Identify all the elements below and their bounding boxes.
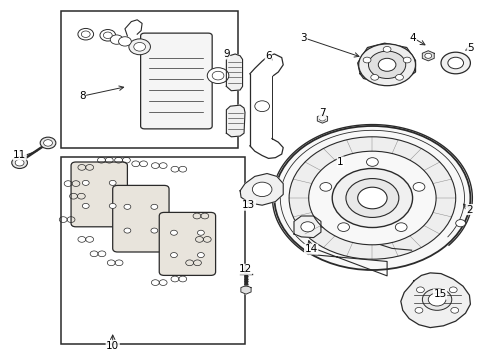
Circle shape (151, 228, 158, 233)
Polygon shape (240, 174, 283, 205)
Circle shape (207, 68, 229, 84)
Text: 7: 7 (319, 108, 326, 118)
Text: 8: 8 (79, 91, 86, 101)
Circle shape (395, 75, 403, 80)
Circle shape (456, 220, 466, 227)
Polygon shape (294, 216, 321, 238)
Circle shape (359, 44, 416, 86)
Circle shape (197, 253, 204, 258)
Circle shape (44, 140, 52, 146)
Text: 1: 1 (337, 157, 344, 167)
Circle shape (171, 253, 177, 258)
Text: 5: 5 (467, 42, 474, 53)
Bar (61, 157, 245, 344)
Circle shape (103, 32, 112, 39)
Polygon shape (226, 105, 245, 137)
FancyBboxPatch shape (113, 185, 169, 252)
Text: 12: 12 (238, 264, 252, 274)
Circle shape (274, 126, 470, 270)
Circle shape (451, 307, 459, 313)
Circle shape (255, 101, 270, 112)
Circle shape (319, 117, 325, 121)
Circle shape (441, 52, 470, 74)
Circle shape (403, 57, 411, 63)
Circle shape (119, 37, 131, 46)
Circle shape (367, 158, 378, 166)
Polygon shape (250, 54, 283, 76)
Circle shape (338, 223, 349, 231)
Circle shape (425, 53, 432, 58)
Circle shape (378, 58, 396, 71)
Circle shape (124, 228, 131, 233)
Circle shape (124, 204, 131, 210)
Text: 4: 4 (410, 33, 416, 43)
Circle shape (151, 204, 158, 210)
Text: 2: 2 (466, 204, 473, 215)
Text: 3: 3 (300, 33, 307, 43)
Circle shape (212, 71, 224, 80)
Circle shape (448, 57, 464, 69)
Circle shape (368, 51, 406, 78)
Circle shape (78, 28, 94, 40)
Text: 14: 14 (304, 244, 318, 254)
Circle shape (415, 307, 423, 313)
Text: 6: 6 (265, 51, 272, 61)
Circle shape (82, 203, 89, 208)
Text: 13: 13 (242, 200, 256, 210)
Circle shape (413, 183, 425, 191)
Circle shape (289, 137, 456, 259)
Circle shape (129, 39, 150, 55)
Circle shape (252, 182, 272, 197)
Circle shape (109, 203, 116, 208)
Text: 9: 9 (223, 49, 230, 59)
Circle shape (81, 31, 90, 37)
Circle shape (428, 293, 446, 306)
Circle shape (371, 75, 379, 80)
Circle shape (383, 46, 391, 52)
Text: 10: 10 (106, 341, 119, 351)
Circle shape (363, 57, 371, 63)
Circle shape (358, 187, 387, 209)
Circle shape (320, 183, 332, 191)
Circle shape (171, 230, 177, 235)
Polygon shape (318, 114, 327, 123)
Polygon shape (422, 51, 434, 61)
Circle shape (110, 35, 123, 44)
FancyBboxPatch shape (141, 33, 212, 129)
FancyBboxPatch shape (71, 162, 127, 227)
Circle shape (134, 42, 146, 51)
Circle shape (416, 287, 424, 293)
Polygon shape (401, 273, 470, 328)
Circle shape (40, 137, 56, 149)
Circle shape (15, 159, 24, 166)
Circle shape (301, 222, 315, 232)
Circle shape (449, 287, 457, 293)
Polygon shape (226, 54, 243, 91)
Bar (61, 11, 238, 148)
Circle shape (82, 180, 89, 185)
Circle shape (332, 168, 413, 228)
Polygon shape (241, 285, 251, 294)
Text: 11: 11 (13, 150, 26, 160)
Circle shape (109, 180, 116, 185)
Text: 15: 15 (433, 289, 447, 299)
Circle shape (12, 157, 27, 168)
FancyBboxPatch shape (159, 212, 216, 275)
Circle shape (309, 151, 436, 245)
Polygon shape (358, 43, 416, 82)
Circle shape (346, 179, 399, 217)
Circle shape (197, 230, 204, 235)
Circle shape (395, 223, 407, 231)
Circle shape (422, 289, 452, 310)
Circle shape (100, 30, 116, 41)
